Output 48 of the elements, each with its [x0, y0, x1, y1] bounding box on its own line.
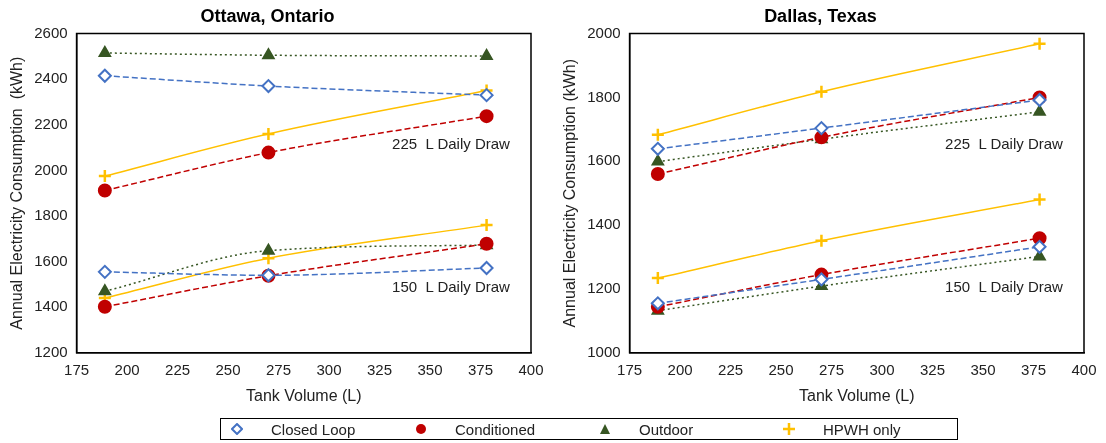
- x-tick-label: 175: [64, 360, 90, 378]
- x-tick-label: 275: [819, 360, 845, 378]
- x-tick-label: 325: [367, 360, 393, 378]
- annotation: 225 L Daily Draw: [392, 135, 511, 153]
- legend-label: HPWH only: [823, 420, 901, 438]
- y-tick-label: 2000: [587, 23, 621, 41]
- annotation: 150 L Daily Draw: [945, 277, 1064, 295]
- annotation: 150 L Daily Draw: [392, 277, 511, 295]
- x-axis-title: Tank Volume (L): [798, 386, 915, 404]
- x-tick-label: 300: [869, 360, 895, 378]
- y-axis-title: Annual Electricity Consumption (kWh): [561, 58, 579, 328]
- x-tick-label: 250: [768, 360, 794, 378]
- y-tick-label: 1800: [34, 206, 68, 224]
- x-tick-label: 400: [1071, 360, 1097, 378]
- x-axis-title: Tank Volume (L): [245, 386, 362, 404]
- chart-title: Dallas, Texas: [764, 5, 877, 26]
- y-tick-label: 1000: [587, 342, 621, 360]
- y-tick-label: 2600: [34, 23, 68, 41]
- legend-label: Outdoor: [639, 420, 694, 438]
- y-tick-label: 1600: [587, 151, 621, 169]
- x-tick-label: 225: [718, 360, 744, 378]
- y-tick-label: 2200: [34, 114, 68, 132]
- y-tick-label: 2400: [34, 69, 68, 87]
- y-axis-title: Annual Electricity Consumption (kWh): [8, 56, 26, 330]
- x-tick-label: 275: [266, 360, 292, 378]
- x-tick-label: 200: [667, 360, 693, 378]
- legend-label: Closed Loop: [271, 420, 356, 438]
- x-tick-label: 350: [970, 360, 996, 378]
- x-tick-label: 175: [617, 360, 643, 378]
- x-tick-label: 350: [417, 360, 443, 378]
- x-tick-label: 225: [165, 360, 191, 378]
- y-tick-label: 1400: [587, 215, 621, 233]
- x-tick-label: 375: [1020, 360, 1047, 378]
- y-tick-label: 1200: [587, 279, 621, 297]
- chart-title: Ottawa, Ontario: [200, 5, 335, 26]
- annotation: 225 L Daily Draw: [945, 135, 1064, 153]
- x-tick-label: 200: [114, 360, 140, 378]
- y-tick-label: 2000: [34, 160, 68, 178]
- x-tick-label: 300: [316, 360, 342, 378]
- legend-label: Conditioned: [455, 420, 536, 438]
- x-tick-label: 250: [215, 360, 241, 378]
- y-tick-label: 1400: [34, 297, 68, 315]
- x-tick-label: 400: [518, 360, 544, 378]
- y-tick-label: 1600: [34, 251, 68, 269]
- x-tick-label: 325: [920, 360, 946, 378]
- x-tick-label: 375: [467, 360, 494, 378]
- y-tick-label: 1200: [34, 342, 68, 360]
- y-tick-label: 1800: [587, 87, 621, 105]
